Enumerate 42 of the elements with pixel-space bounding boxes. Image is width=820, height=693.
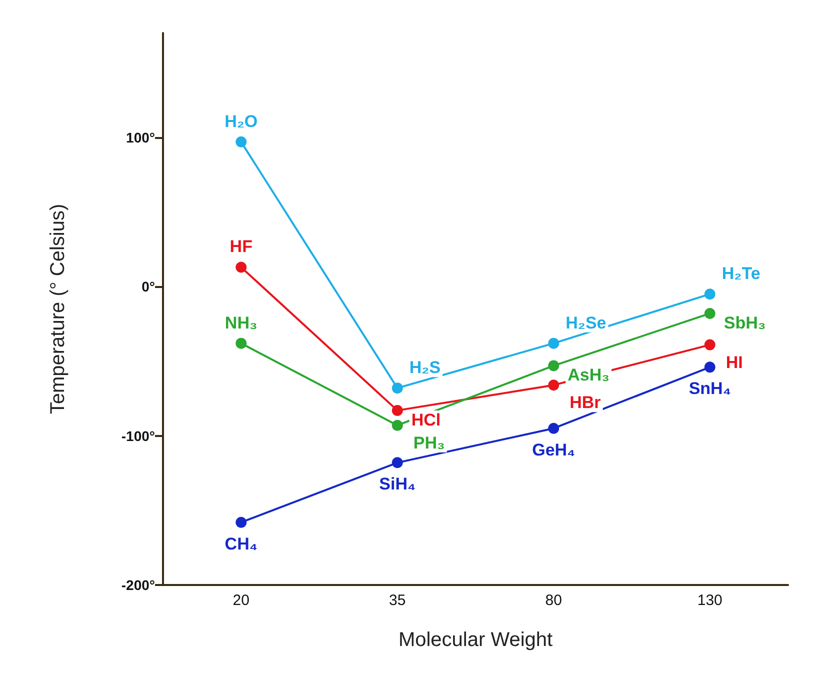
point	[548, 338, 560, 349]
point	[392, 382, 403, 394]
annotation: HF	[230, 237, 252, 256]
point	[548, 360, 560, 372]
annotation: HBr	[570, 393, 602, 412]
annotation: GeH₄	[532, 440, 576, 460]
point	[236, 262, 247, 273]
y-axis-title: Temperature (° Celsius)	[47, 204, 69, 414]
annotation: H₂Te	[722, 264, 760, 284]
annotation: SbH₃	[724, 313, 766, 332]
point	[392, 404, 403, 416]
annotation: H₂O	[224, 112, 258, 131]
x-axis-title: Molecular Weight	[398, 629, 554, 651]
point	[236, 338, 247, 349]
y-tick-label: -200°	[121, 577, 155, 593]
point	[704, 339, 716, 350]
point	[548, 380, 560, 391]
annotation: HCl	[411, 410, 441, 430]
annotation: AsH₃	[568, 366, 610, 385]
annotation: NH₃	[224, 313, 258, 332]
point	[236, 516, 247, 528]
annotation: H₂S	[409, 358, 441, 378]
annotation: SnH₄	[688, 379, 731, 398]
point	[392, 420, 403, 431]
annotation: SiH₄	[379, 474, 416, 494]
annotation: H₂Se	[566, 313, 606, 332]
annotation: CH₄	[224, 534, 258, 554]
point	[392, 457, 403, 468]
x-tick-label: 130	[697, 592, 722, 609]
point	[236, 136, 247, 148]
annotation: PH₃	[413, 433, 445, 452]
x-tick-label: 20	[232, 592, 250, 609]
point	[704, 362, 716, 373]
x-tick-label: 80	[545, 592, 562, 609]
point	[704, 288, 716, 300]
x-tick-label: 35	[389, 592, 406, 609]
annotation: HI	[726, 352, 743, 372]
point	[548, 422, 560, 434]
y-tick-label: -100°	[121, 428, 155, 444]
y-tick-label: 100°	[126, 129, 155, 146]
point	[704, 308, 716, 319]
y-tick-label: 0°	[142, 278, 155, 295]
